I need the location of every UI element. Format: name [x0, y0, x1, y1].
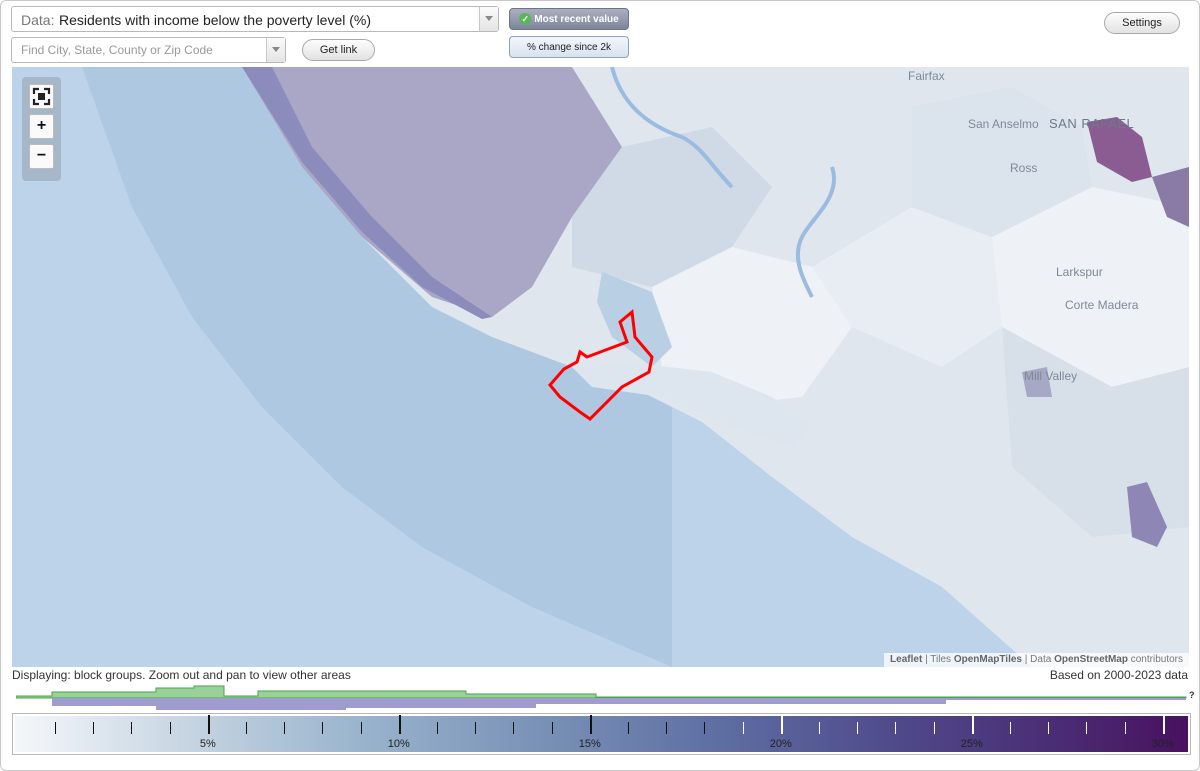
zoom-in-button[interactable]: +: [29, 114, 54, 139]
map-view[interactable]: Fairfax San Anselmo SAN RAFAEL Ross Lark…: [12, 67, 1189, 667]
legend-minor-tick: [284, 722, 286, 734]
legend-minor-tick: [628, 722, 629, 734]
zoom-controls: + −: [22, 77, 61, 181]
legend-label: 25%: [960, 738, 983, 750]
place-label: Larkspur: [1056, 265, 1103, 279]
legend-label: 30%: [1151, 738, 1174, 750]
displaying-status: Displaying: block groups. Zoom out and p…: [12, 668, 351, 682]
search-input[interactable]: [12, 38, 267, 62]
legend-minor-tick: [1124, 722, 1126, 734]
legend-label: 10%: [387, 738, 410, 750]
map-attribution: Leaflet | Tiles OpenMapTiles | Data Open…: [884, 653, 1189, 667]
legend-minor-tick: [933, 722, 935, 734]
legend-minor-tick: [1010, 722, 1011, 734]
data-range-status: Based on 2000-2023 data: [1049, 668, 1188, 682]
tiles-label: Tiles: [930, 654, 952, 665]
check-icon: ✓: [519, 13, 532, 26]
legend-gradient: [15, 716, 1188, 752]
zoom-out-button[interactable]: −: [29, 144, 54, 169]
percent-change-toggle[interactable]: % change since 2k: [509, 36, 629, 58]
map-canvas: [82, 67, 1189, 667]
contributors-label: contributors: [1130, 654, 1183, 665]
legend-major-tick: [971, 715, 974, 734]
data-select-value: Residents with income below the poverty …: [59, 12, 372, 28]
color-legend: 5% 10% 15% 20% 25% 30%: [12, 713, 1191, 755]
place-label: Fairfax: [908, 69, 945, 83]
legend-minor-tick: [131, 722, 133, 734]
legend-major-tick: [589, 715, 592, 734]
chevron-down-icon[interactable]: [479, 7, 498, 31]
place-label: SAN RAFAEL: [1049, 116, 1135, 131]
legend-minor-tick: [1048, 722, 1050, 734]
legend-minor-tick: [93, 722, 95, 734]
fullscreen-icon[interactable]: [29, 84, 54, 109]
get-link-button[interactable]: Get link: [302, 39, 375, 61]
legend-minor-tick: [704, 722, 706, 734]
separator: |: [925, 654, 928, 665]
data-select[interactable]: Data: Residents with income below the po…: [11, 6, 499, 32]
settings-button[interactable]: Settings: [1104, 12, 1180, 34]
legend-minor-tick: [322, 722, 324, 734]
legend-minor-tick: [437, 722, 438, 734]
legend-minor-tick: [55, 722, 56, 734]
openstreetmap-link[interactable]: OpenStreetMap: [1054, 654, 1128, 665]
legend-major-tick: [780, 715, 783, 734]
legend-minor-tick: [857, 722, 859, 734]
leaflet-link[interactable]: Leaflet: [890, 654, 923, 665]
data-select-prefix: Data:: [21, 12, 55, 28]
separator: |: [1024, 654, 1028, 665]
data-label: Data: [1030, 654, 1052, 665]
legend-label: 20%: [769, 738, 792, 750]
distribution-histogram: [16, 685, 1187, 710]
legend-minor-tick: [360, 722, 362, 734]
legend-minor-tick: [246, 722, 247, 734]
legend-minor-tick: [819, 722, 820, 734]
legend-minor-tick: [742, 722, 744, 734]
place-label: Corte Madera: [1065, 298, 1139, 312]
legend-minor-tick: [666, 722, 668, 734]
most-recent-value-toggle[interactable]: ✓ Most recent value: [509, 8, 629, 30]
most-recent-value-label: Most recent value: [534, 14, 619, 25]
legend-minor-tick: [513, 722, 515, 734]
place-label: Mill Valley: [1024, 369, 1078, 383]
legend-minor-tick: [895, 722, 897, 734]
location-search[interactable]: [11, 37, 286, 63]
place-label: San Anselmo: [968, 117, 1039, 131]
legend-major-tick: [1162, 715, 1165, 734]
chevron-down-icon[interactable]: [266, 38, 285, 62]
legend-minor-tick: [169, 722, 171, 734]
openmaptiles-link[interactable]: OpenMapTiles: [953, 654, 1022, 665]
legend-label: 15%: [578, 738, 601, 750]
legend-minor-tick: [1086, 722, 1088, 734]
percent-change-label: % change since 2k: [527, 42, 611, 53]
legend-major-tick: [207, 715, 210, 734]
place-label: Ross: [1010, 161, 1038, 175]
legend-minor-tick: [475, 722, 477, 734]
legend-label: 5%: [199, 738, 216, 750]
legend-minor-tick: [551, 722, 553, 734]
histogram-marker: ?: [1189, 690, 1195, 700]
legend-major-tick: [398, 715, 401, 734]
